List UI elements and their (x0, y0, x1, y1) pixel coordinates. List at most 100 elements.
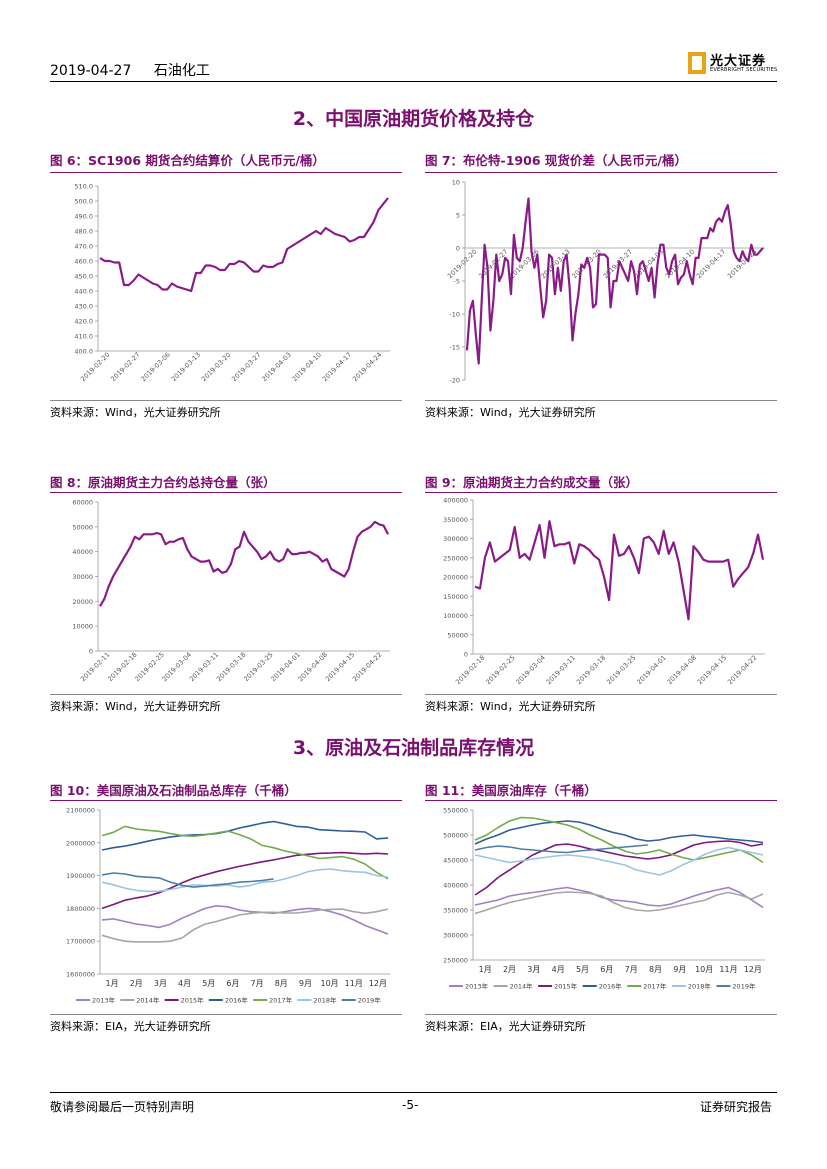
report-industry: 石油化工 (153, 63, 210, 79)
figure-11-source: 资料来源：EIA，光大证券研究所 (425, 1020, 586, 1033)
legend-label: 2013年 (92, 996, 116, 1005)
y-tick-label: 500.0 (74, 198, 93, 206)
series-line-2018年 (101, 868, 389, 893)
x-tick-label: 6月 (226, 979, 239, 988)
y-tick-label: 550000 (443, 807, 468, 815)
y-tick-label: 1600000 (66, 971, 95, 979)
y-tick-label: 100000 (443, 612, 468, 620)
figure-9-chart: 0 50000 100000 150000 200000 250000 300000 3500… (443, 497, 765, 686)
company-logo: 光大证券 EVERBRIGHT SECURITIES (688, 50, 778, 78)
legend-label: 2017年 (269, 996, 293, 1005)
y-tick-label: 2100000 (66, 807, 95, 815)
x-tick-label: 3月 (527, 965, 540, 974)
figure-10-source-rule (50, 1014, 402, 1015)
y-tick-label: 50000 (447, 631, 468, 639)
figure-8-chart: 01000020000300004000050000600002019-02-1… (72, 499, 390, 683)
y-tick-label: 1800000 (66, 905, 95, 913)
x-tick-label: 4月 (552, 965, 565, 974)
x-tick-label: 2019-04-17 (321, 351, 353, 383)
x-tick-label: 2019-04-22 (726, 654, 758, 686)
figure-10-title-rule (50, 800, 402, 801)
series-line (465, 197, 764, 365)
figure-10-chart: 1600000 1700000 1800000 1900000 2000000 21000… (66, 807, 390, 1005)
figure-7-title: 图 7：布伦特-1906 现货价差（人民币元/桶） (425, 153, 687, 168)
figure-7-source-rule (425, 400, 777, 401)
x-tick-label: 2019-04-15 (696, 654, 728, 686)
figure-11-chart: 250000 300000 350000 400000 450000 500000 5500… (443, 807, 765, 991)
x-tick-label: 2月 (503, 965, 516, 974)
figure-7-source: 资料来源：Wind，光大证券研究所 (425, 406, 596, 419)
y-tick-label: 50000 (72, 523, 93, 531)
series-line-2017年 (101, 825, 389, 880)
legend-label: 2018年 (688, 982, 712, 991)
y-tick-label: 250000 (443, 554, 468, 562)
series-line (99, 197, 389, 293)
y-tick-label: 0 (464, 651, 468, 659)
y-tick-label: 470.0 (74, 243, 93, 251)
y-tick-label: 0 (89, 648, 93, 656)
x-tick-label: 7月 (251, 979, 264, 988)
header-rule (50, 81, 777, 82)
x-tick-label: 2019-03-27 (230, 351, 262, 383)
x-tick-label: 2019-02-27 (109, 351, 141, 383)
series-line-2019年 (474, 844, 648, 854)
legend-label: 2016年 (225, 996, 249, 1005)
x-tick-label: 10月 (320, 979, 338, 988)
legend-label: 2013年 (465, 982, 489, 991)
y-tick-label: 480.0 (74, 228, 93, 236)
x-tick-label: 2月 (130, 979, 143, 988)
footer-page-number: -5- (402, 1098, 419, 1112)
y-tick-label: 1900000 (66, 872, 95, 880)
section-title-2: 2、中国原油期货价格及持仓 (292, 108, 535, 130)
x-tick-label: 2019-02-18 (454, 654, 486, 686)
x-tick-label: 2019-04-22 (351, 651, 383, 683)
legend-label: 2014年 (510, 982, 534, 991)
report-date: 2019-04-27 (50, 63, 132, 79)
series-line-2017年 (474, 816, 764, 864)
figure-9-source: 资料来源：Wind，光大证券研究所 (425, 700, 596, 713)
y-tick-label: 510.0 (74, 183, 93, 191)
y-tick-label: 300000 (443, 932, 468, 940)
y-tick-label: 400000 (443, 882, 468, 890)
footer-report-type: 证券研究报告 (700, 1100, 773, 1114)
series-line-2013年 (474, 886, 764, 909)
y-tick-label: 1700000 (66, 938, 95, 946)
logo-mark-icon (688, 52, 706, 74)
figure-8-title-rule (50, 492, 402, 493)
y-tick-label: 490.0 (74, 213, 93, 221)
x-tick-label: 2019-02-20 (446, 248, 478, 280)
figure-8-source: 资料来源：Wind，光大证券研究所 (50, 700, 221, 713)
figure-10-title: 图 10：美国原油及石油制品总库存（千桶） (50, 783, 297, 798)
legend-label: 2016年 (599, 982, 623, 991)
y-tick-label: 5 (456, 212, 460, 220)
series-line (99, 520, 389, 607)
figure-6-title: 图 6：SC1906 期货合约结算价（人民币元/桶） (50, 153, 325, 168)
x-tick-label: 12月 (744, 965, 762, 974)
y-tick-label: 430.0 (74, 303, 93, 311)
y-tick-label: 420.0 (74, 318, 93, 326)
logo-text-cn: 光大证券 (710, 54, 767, 69)
x-tick-label: 2019-03-13 (170, 351, 202, 383)
x-tick-label: 2019-03-18 (575, 654, 607, 686)
x-tick-label: 2019-04-03 (260, 351, 292, 383)
figure-6-source: 资料来源：Wind，光大证券研究所 (50, 406, 221, 419)
y-tick-label: 460.0 (74, 258, 93, 266)
x-tick-label: 9月 (673, 965, 686, 974)
y-tick-label: 250000 (443, 957, 468, 965)
figure-6-title-rule (50, 172, 402, 173)
x-tick-label: 1月 (106, 979, 119, 988)
series-line (474, 520, 765, 621)
x-tick-label: 6月 (600, 965, 613, 974)
y-tick-label: 150000 (443, 593, 468, 601)
series-line-2014年 (474, 891, 764, 915)
legend-label: 2019年 (358, 996, 382, 1005)
x-tick-label: 7月 (625, 965, 638, 974)
x-tick-label: 8月 (649, 965, 662, 974)
x-tick-label: 5月 (202, 979, 215, 988)
section-title-3: 3、原油及石油制品库存情况 (292, 737, 535, 759)
y-tick-label: 10 (452, 179, 460, 187)
y-tick-label: 60000 (72, 499, 93, 507)
y-tick-label: -10 (449, 311, 460, 319)
y-tick-label: 300000 (443, 535, 468, 543)
y-tick-label: 410.0 (74, 333, 93, 341)
